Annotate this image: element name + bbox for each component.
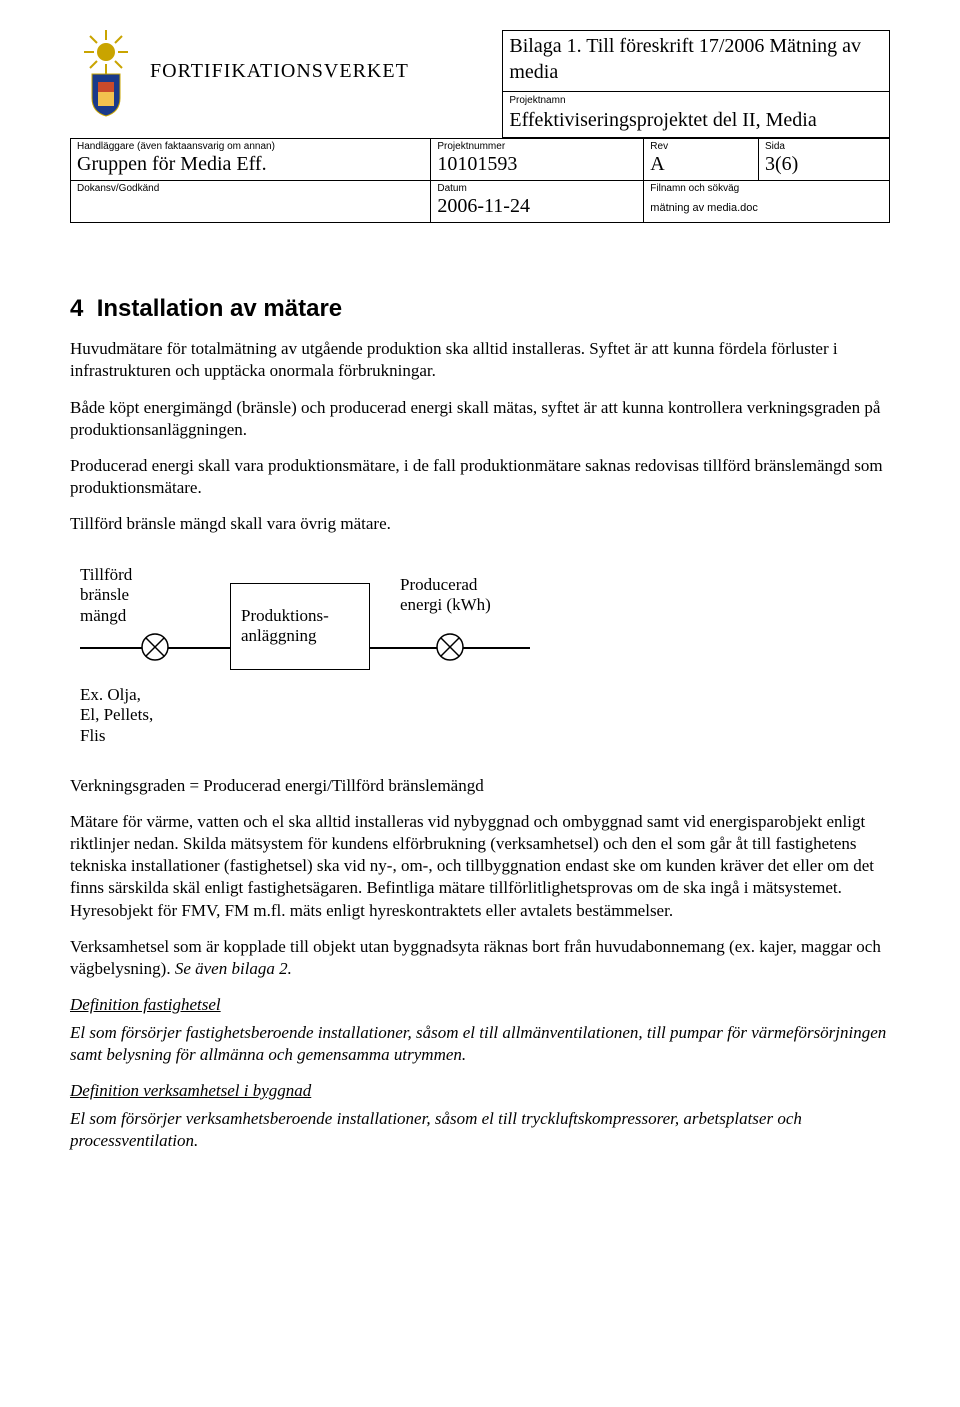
sida-value: 3(6) — [765, 153, 798, 175]
meter-symbol-out-icon — [436, 633, 464, 661]
agency-logo-icon — [70, 30, 142, 120]
meta-cell-projektnummer: Projektnummer 10101593 — [431, 139, 644, 181]
projektnamn-label: Projektnamn — [509, 94, 883, 107]
handlaggare-label: Handläggare (även faktaansvarig om annan… — [77, 140, 424, 153]
paragraph-2: Både köpt energimängd (bränsle) och prod… — [70, 397, 890, 441]
handlaggare-value: Gruppen för Media Eff. — [77, 153, 267, 175]
meta-cell-dokansv: Dokansv/Godkänd — [71, 181, 431, 223]
definition-2-body: El som försörjer verksamhetsberoende ins… — [70, 1108, 890, 1152]
flow-diagram: Tillförd bränsle mängd Produktions- anlä… — [80, 565, 890, 745]
meta-cell-filnamn: Filnamn och sökväg mätning av media.doc — [644, 181, 890, 223]
paragraph-6: Mätare för värme, vatten och el ska allt… — [70, 811, 890, 921]
meter-symbol-in-icon — [141, 633, 169, 661]
meta-cell-sida: Sida 3(6) — [758, 139, 889, 181]
rev-label: Rev — [650, 140, 752, 153]
datum-value: 2006-11-24 — [437, 195, 530, 217]
metadata-table: Handläggare (även faktaansvarig om annan… — [70, 138, 890, 223]
paragraph-5: Verkningsgraden = Producerad energi/Till… — [70, 775, 890, 797]
meta-cell-rev: Rev A — [644, 139, 759, 181]
paragraph-4: Tillförd bränsle mängd skall vara övrig … — [70, 513, 890, 535]
project-name-box: Projektnamn Effektiviseringsprojektet de… — [502, 92, 890, 138]
meta-cell-handlaggare: Handläggare (även faktaansvarig om annan… — [71, 139, 431, 181]
filnamn-value: mätning av media.doc — [650, 202, 758, 214]
datum-label: Datum — [437, 182, 637, 195]
brand-name: FORTIFIKATIONSVERKET — [150, 58, 409, 84]
section-number: 4 — [70, 295, 83, 322]
projektnummer-value: 10101593 — [437, 153, 517, 175]
brand-column: FORTIFIKATIONSVERKET — [150, 30, 502, 84]
section-title: Installation av mätare — [97, 295, 342, 322]
meta-cell-datum: Datum 2006-11-24 — [431, 181, 644, 223]
document-title: Bilaga 1. Till föreskrift 17/2006 Mätnin… — [502, 30, 890, 92]
dokansv-label: Dokansv/Godkänd — [77, 182, 424, 195]
logo-container — [70, 30, 150, 126]
paragraph-7: Verksamhetsel som är kopplade till objek… — [70, 936, 890, 980]
title-box-wrapper: Bilaga 1. Till föreskrift 17/2006 Mätnin… — [502, 30, 890, 138]
projektnummer-label: Projektnummer — [437, 140, 637, 153]
rev-value: A — [650, 153, 664, 175]
definition-1-body: El som försörjer fastighetsberoende inst… — [70, 1022, 890, 1066]
diagram-box-label: Produktions- anläggning — [241, 606, 329, 645]
diagram-footnote: Ex. Olja, El, Pellets, Flis — [80, 685, 153, 746]
definition-1-title: Definition fastighetsel — [70, 994, 890, 1016]
section-heading: 4 Installation av mätare — [70, 293, 890, 324]
paragraph-3: Producerad energi skall vara produktions… — [70, 455, 890, 499]
projektnamn-value: Effektiviseringsprojektet del II, Media — [509, 109, 816, 131]
sida-label: Sida — [765, 140, 883, 153]
document-header: FORTIFIKATIONSVERKET Bilaga 1. Till före… — [70, 30, 890, 138]
diagram-process-box: Produktions- anläggning — [230, 583, 370, 670]
paragraph-7-ref: Se även bilaga 2. — [175, 959, 292, 978]
definition-2-title: Definition verksamhetsel i byggnad — [70, 1080, 890, 1102]
filnamn-label: Filnamn och sökväg — [650, 182, 883, 195]
diagram-output-label: Producerad energi (kWh) — [400, 575, 491, 616]
paragraph-1: Huvudmätare för totalmätning av utgående… — [70, 338, 890, 382]
diagram-input-label: Tillförd bränsle mängd — [80, 565, 132, 626]
